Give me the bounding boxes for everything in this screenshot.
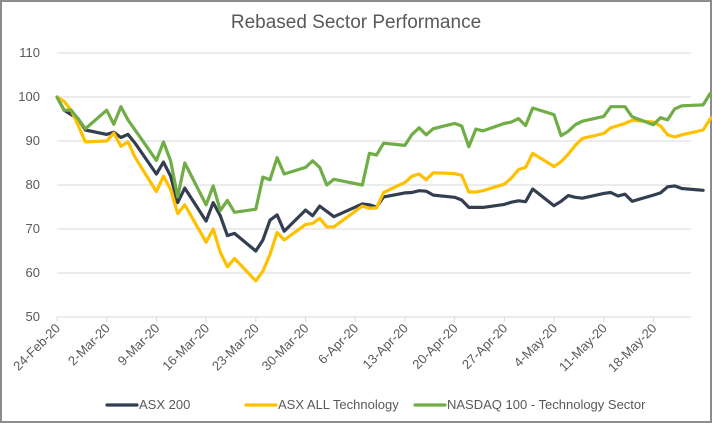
y-tick-label: 110	[19, 45, 40, 60]
x-tick-label: 13-Apr-20	[360, 321, 411, 372]
x-tick-label: 24-Feb-20	[10, 321, 63, 374]
x-tick-label: 27-Apr-20	[459, 321, 510, 372]
y-tick-label: 90	[26, 133, 40, 148]
x-tick-label: 9-Mar-20	[115, 321, 163, 369]
y-axis-ticks: 50 60 70 80 90 100 110	[18, 45, 40, 324]
y-tick-label: 70	[26, 221, 40, 236]
x-tick-label: 16-Mar-20	[159, 321, 212, 374]
series-line-asx-200	[55, 95, 705, 253]
y-tick-label: 50	[26, 309, 40, 324]
x-tick-label: 23-Mar-20	[209, 321, 262, 374]
x-tick-label: 6-Apr-20	[315, 321, 361, 367]
x-tick-label: 2-Mar-20	[65, 321, 113, 369]
x-tick-label: 11-May-20	[556, 321, 610, 375]
series-line-nasdaq-100-technology-sector	[55, 91, 712, 214]
y-tick-label: 80	[26, 177, 40, 192]
x-tick-label: 4-May-20	[511, 321, 560, 370]
series-lines	[55, 91, 712, 283]
x-tick-label: 30-Mar-20	[259, 321, 312, 374]
y-tick-label: 60	[26, 265, 40, 280]
x-tick-label: 18-May-20	[605, 321, 660, 376]
legend-label: ASX 200	[139, 397, 190, 412]
chart-title: Rebased Sector Performance	[231, 12, 481, 33]
x-axis-ticks: 24-Feb-20 2-Mar-20 9-Mar-2016-Mar-2023-Mar…	[10, 317, 660, 376]
legend-label: ASX ALL Technology	[278, 397, 399, 412]
y-tick-label: 100	[18, 89, 40, 104]
legend: ASX 200 ASX ALL Technology NASDAQ 100 - Te…	[105, 397, 646, 412]
x-tick-label: 20-Apr-20	[409, 321, 460, 372]
legend-label: NASDAQ 100 - Technology Sector	[447, 397, 646, 412]
series-line-asx-all-technology	[55, 95, 712, 283]
